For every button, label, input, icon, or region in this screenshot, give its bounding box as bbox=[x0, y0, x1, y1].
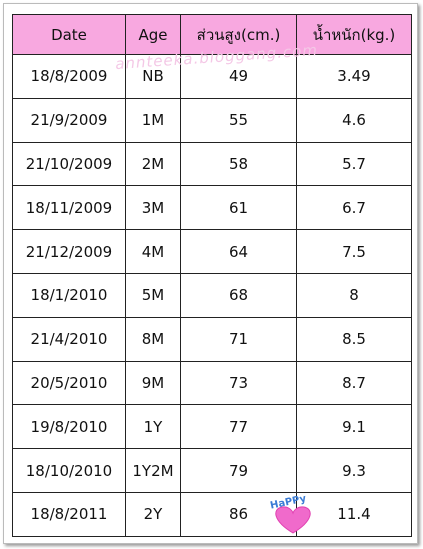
table-row: 21/10/2009 2M 58 5.7 bbox=[12, 142, 412, 187]
table-cell: 18/8/2011 bbox=[12, 492, 125, 536]
table-cell: 21/12/2009 bbox=[12, 230, 125, 273]
table-row: 21/9/2009 1M 55 4.6 bbox=[12, 98, 412, 143]
table-cell: 49 bbox=[180, 55, 296, 98]
header-cell: Date bbox=[12, 15, 125, 54]
table-cell: 4.6 bbox=[296, 98, 412, 142]
table-cell: 18/1/2010 bbox=[12, 273, 125, 317]
table-cell: 18/10/2010 bbox=[12, 449, 125, 492]
table-row: 18/8/2011 2Y 86 11.4 bbox=[12, 492, 412, 537]
header-cell: ส่วนสูง(cm.) bbox=[180, 15, 296, 54]
table-cell: 3.49 bbox=[296, 55, 412, 98]
table-cell: 1Y bbox=[125, 405, 180, 449]
heart-sticker bbox=[275, 506, 311, 534]
table-cell: 8.5 bbox=[296, 317, 412, 361]
table-cell: 4M bbox=[125, 230, 180, 273]
table: Date Age ส่วนสูง(cm.) น้ำหนัก(kg.) 18/8/2009… bbox=[12, 14, 412, 537]
table-cell: NB bbox=[125, 55, 180, 98]
table-cell: 9M bbox=[125, 361, 180, 405]
table-cell: 2Y bbox=[125, 492, 180, 536]
table-cell: 61 bbox=[180, 186, 296, 230]
table-cell: 71 bbox=[180, 317, 296, 361]
table-cell: 58 bbox=[180, 142, 296, 186]
table-cell: 6.7 bbox=[296, 186, 412, 230]
table-cell: 20/5/2010 bbox=[12, 361, 125, 405]
table-row: 19/8/2010 1Y 77 9.1 bbox=[12, 405, 412, 450]
table-cell: 86 bbox=[180, 492, 296, 536]
table-cell: 21/9/2009 bbox=[12, 98, 125, 142]
table-cell: 8.7 bbox=[296, 361, 412, 405]
table-cell: 55 bbox=[180, 98, 296, 142]
table-cell: 2M bbox=[125, 142, 180, 186]
table-cell: 68 bbox=[180, 273, 296, 317]
table-cell: 19/8/2010 bbox=[12, 405, 125, 449]
table-row: 21/4/2010 8M 71 8.5 bbox=[12, 317, 412, 362]
table-cell: 1M bbox=[125, 98, 180, 142]
header-cell: น้ำหนัก(kg.) bbox=[296, 15, 412, 54]
table-cell: 5M bbox=[125, 273, 180, 317]
table-cell: 1Y2M bbox=[125, 449, 180, 492]
table-row: 18/11/2009 3M 61 6.7 bbox=[12, 186, 412, 231]
table-row: 18/10/2010 1Y2M 79 9.3 bbox=[12, 449, 412, 493]
table-row: 18/8/2009 NB 49 3.49 bbox=[12, 55, 412, 99]
table-cell: 8 bbox=[296, 273, 412, 317]
table-row: 20/5/2010 9M 73 8.7 bbox=[12, 361, 412, 406]
table-row: 21/12/2009 4M 64 7.5 bbox=[12, 230, 412, 274]
table-cell: 3M bbox=[125, 186, 180, 230]
table-cell: 73 bbox=[180, 361, 296, 405]
table-cell: 9.1 bbox=[296, 405, 412, 449]
table-cell: 18/11/2009 bbox=[12, 186, 125, 230]
table-cell: 21/4/2010 bbox=[12, 317, 125, 361]
table-cell: 18/8/2009 bbox=[12, 55, 125, 98]
table-cell: 7.5 bbox=[296, 230, 412, 273]
table-cell: 5.7 bbox=[296, 142, 412, 186]
header-row: Date Age ส่วนสูง(cm.) น้ำหนัก(kg.) bbox=[12, 14, 412, 55]
table-cell: 79 bbox=[180, 449, 296, 492]
table-cell: 64 bbox=[180, 230, 296, 273]
table-cell: 8M bbox=[125, 317, 180, 361]
table-row: 18/1/2010 5M 68 8 bbox=[12, 273, 412, 318]
header-cell: Age bbox=[125, 15, 180, 54]
table-cell: 9.3 bbox=[296, 449, 412, 492]
table-cell: 21/10/2009 bbox=[12, 142, 125, 186]
table-cell: 77 bbox=[180, 405, 296, 449]
